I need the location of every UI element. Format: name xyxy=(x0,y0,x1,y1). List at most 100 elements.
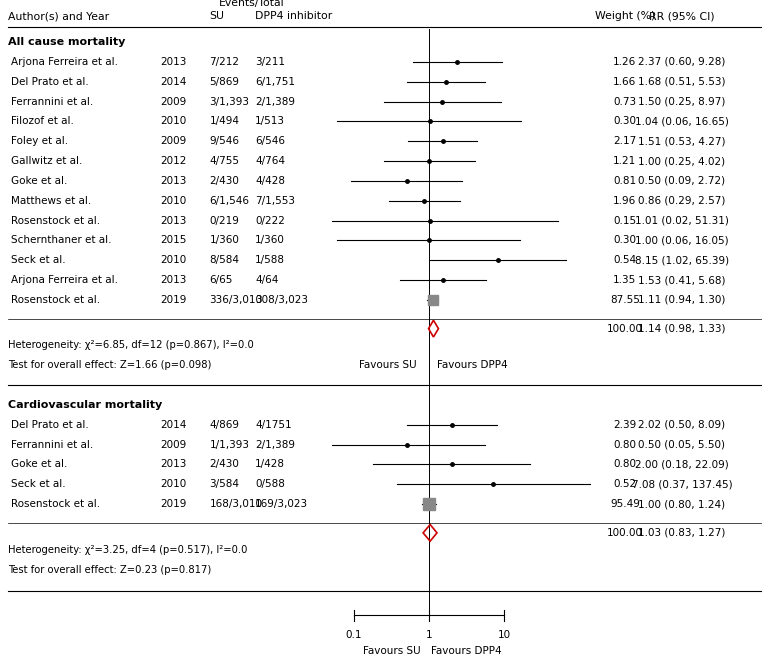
Text: 1.04 (0.06, 16.65): 1.04 (0.06, 16.65) xyxy=(635,116,729,126)
Text: Test for overall effect: Z=0.23 (p=0.817): Test for overall effect: Z=0.23 (p=0.817… xyxy=(8,564,211,575)
Text: Foley et al.: Foley et al. xyxy=(11,136,69,146)
Text: 1/428: 1/428 xyxy=(255,460,285,470)
Text: 8/584: 8/584 xyxy=(210,255,239,266)
Text: 1/494: 1/494 xyxy=(210,116,239,126)
Text: 1/360: 1/360 xyxy=(210,235,239,245)
Text: 1.50 (0.25, 8.97): 1.50 (0.25, 8.97) xyxy=(639,97,725,107)
Text: Events/Total: Events/Total xyxy=(219,0,284,8)
Text: 1/588: 1/588 xyxy=(255,255,285,266)
Text: 2019: 2019 xyxy=(160,499,187,509)
Text: 7.08 (0.37, 137.45): 7.08 (0.37, 137.45) xyxy=(632,479,732,489)
Text: 4/764: 4/764 xyxy=(255,156,285,166)
Text: 4/64: 4/64 xyxy=(255,275,279,285)
Text: 0.52: 0.52 xyxy=(613,479,636,489)
Text: 2009: 2009 xyxy=(160,136,186,146)
Text: 0/588: 0/588 xyxy=(255,479,285,489)
Text: 0.50 (0.05, 5.50): 0.50 (0.05, 5.50) xyxy=(639,439,725,450)
Text: 2019: 2019 xyxy=(160,295,187,305)
Text: Del Prato et al.: Del Prato et al. xyxy=(11,77,89,87)
Text: 2.37 (0.60, 9.28): 2.37 (0.60, 9.28) xyxy=(639,57,725,67)
Text: SU: SU xyxy=(210,11,225,22)
Text: 1.01 (0.02, 51.31): 1.01 (0.02, 51.31) xyxy=(635,216,729,226)
Text: 1.11 (0.94, 1.30): 1.11 (0.94, 1.30) xyxy=(639,295,725,305)
Text: Arjona Ferreira et al.: Arjona Ferreira et al. xyxy=(11,57,118,67)
Text: 2010: 2010 xyxy=(160,255,186,266)
Text: 1.21: 1.21 xyxy=(613,156,636,166)
Text: 2013: 2013 xyxy=(160,216,187,226)
Text: 0.30: 0.30 xyxy=(613,235,636,245)
Text: RR (95% CI): RR (95% CI) xyxy=(649,11,715,22)
Text: 1/360: 1/360 xyxy=(255,235,285,245)
Text: 6/65: 6/65 xyxy=(210,275,233,285)
Text: 2010: 2010 xyxy=(160,196,186,206)
Text: 0.1: 0.1 xyxy=(346,630,362,640)
Text: 2/1,389: 2/1,389 xyxy=(255,97,295,107)
Text: Del Prato et al.: Del Prato et al. xyxy=(11,420,89,430)
Text: 2009: 2009 xyxy=(160,439,186,450)
Text: 3/584: 3/584 xyxy=(210,479,239,489)
Text: 0.80: 0.80 xyxy=(613,439,636,450)
Text: 2/430: 2/430 xyxy=(210,176,239,186)
Text: Ferrannini et al.: Ferrannini et al. xyxy=(11,97,94,107)
Text: 100.00: 100.00 xyxy=(607,528,643,538)
Text: 2.17: 2.17 xyxy=(613,136,636,146)
Text: 2.02 (0.50, 8.09): 2.02 (0.50, 8.09) xyxy=(639,420,725,430)
Text: 169/3,023: 169/3,023 xyxy=(255,499,309,509)
Text: 6/1,546: 6/1,546 xyxy=(210,196,249,206)
Text: 3/211: 3/211 xyxy=(255,57,285,67)
Text: 1: 1 xyxy=(426,630,433,640)
Text: 0.50 (0.09, 2.72): 0.50 (0.09, 2.72) xyxy=(639,176,725,186)
Text: 95.49: 95.49 xyxy=(610,499,640,509)
Text: 1.51 (0.53, 4.27): 1.51 (0.53, 4.27) xyxy=(639,136,725,146)
Text: Matthews et al.: Matthews et al. xyxy=(11,196,91,206)
Text: 7/1,553: 7/1,553 xyxy=(255,196,295,206)
Text: 87.55: 87.55 xyxy=(610,295,640,305)
Text: 2014: 2014 xyxy=(160,77,187,87)
Text: Ferrannini et al.: Ferrannini et al. xyxy=(11,439,94,450)
Text: 0/219: 0/219 xyxy=(210,216,239,226)
Text: 4/755: 4/755 xyxy=(210,156,239,166)
Text: 6/1,751: 6/1,751 xyxy=(255,77,295,87)
Text: 2013: 2013 xyxy=(160,275,187,285)
Text: Favours SU: Favours SU xyxy=(359,360,417,370)
Text: 7/212: 7/212 xyxy=(210,57,239,67)
Text: Gallwitz et al.: Gallwitz et al. xyxy=(11,156,83,166)
Text: 4/428: 4/428 xyxy=(255,176,285,186)
Text: 1.68 (0.51, 5.53): 1.68 (0.51, 5.53) xyxy=(639,77,725,87)
Text: 1.66: 1.66 xyxy=(613,77,636,87)
Text: Favours DPP4: Favours DPP4 xyxy=(437,360,508,370)
Text: 0/222: 0/222 xyxy=(255,216,285,226)
Text: 2013: 2013 xyxy=(160,460,187,470)
Text: 0.81: 0.81 xyxy=(613,176,636,186)
Text: 1/1,393: 1/1,393 xyxy=(210,439,249,450)
Text: 1.00 (0.80, 1.24): 1.00 (0.80, 1.24) xyxy=(639,499,725,509)
Text: 0.73: 0.73 xyxy=(613,97,636,107)
Text: 2014: 2014 xyxy=(160,420,187,430)
Text: 0.54: 0.54 xyxy=(613,255,636,266)
Text: Schernthaner et al.: Schernthaner et al. xyxy=(11,235,112,245)
Text: 5/869: 5/869 xyxy=(210,77,239,87)
Text: DPP4 inhibitor: DPP4 inhibitor xyxy=(255,11,332,22)
Text: 2.00 (0.18, 22.09): 2.00 (0.18, 22.09) xyxy=(635,460,729,470)
Text: 4/1751: 4/1751 xyxy=(255,420,292,430)
Text: 8.15 (1.02, 65.39): 8.15 (1.02, 65.39) xyxy=(635,255,729,266)
Text: 2.39: 2.39 xyxy=(613,420,636,430)
Text: 2/430: 2/430 xyxy=(210,460,239,470)
Text: 1.35: 1.35 xyxy=(613,275,636,285)
Text: 2013: 2013 xyxy=(160,57,187,67)
Text: 2015: 2015 xyxy=(160,235,187,245)
Text: 0.15: 0.15 xyxy=(613,216,636,226)
Text: 168/3,010: 168/3,010 xyxy=(210,499,263,509)
Text: 1.26: 1.26 xyxy=(613,57,636,67)
Text: Cardiovascular mortality: Cardiovascular mortality xyxy=(8,400,162,410)
Text: 1.03 (0.83, 1.27): 1.03 (0.83, 1.27) xyxy=(639,528,725,538)
Text: Favours DPP4: Favours DPP4 xyxy=(431,646,502,654)
Text: 3/1,393: 3/1,393 xyxy=(210,97,249,107)
Text: 2010: 2010 xyxy=(160,116,186,126)
Text: 308/3,023: 308/3,023 xyxy=(255,295,309,305)
Text: Arjona Ferreira et al.: Arjona Ferreira et al. xyxy=(11,275,118,285)
Text: 1.14 (0.98, 1.33): 1.14 (0.98, 1.33) xyxy=(639,324,725,334)
Text: Goke et al.: Goke et al. xyxy=(11,460,68,470)
Text: 1.53 (0.41, 5.68): 1.53 (0.41, 5.68) xyxy=(639,275,725,285)
Text: 2/1,389: 2/1,389 xyxy=(255,439,295,450)
